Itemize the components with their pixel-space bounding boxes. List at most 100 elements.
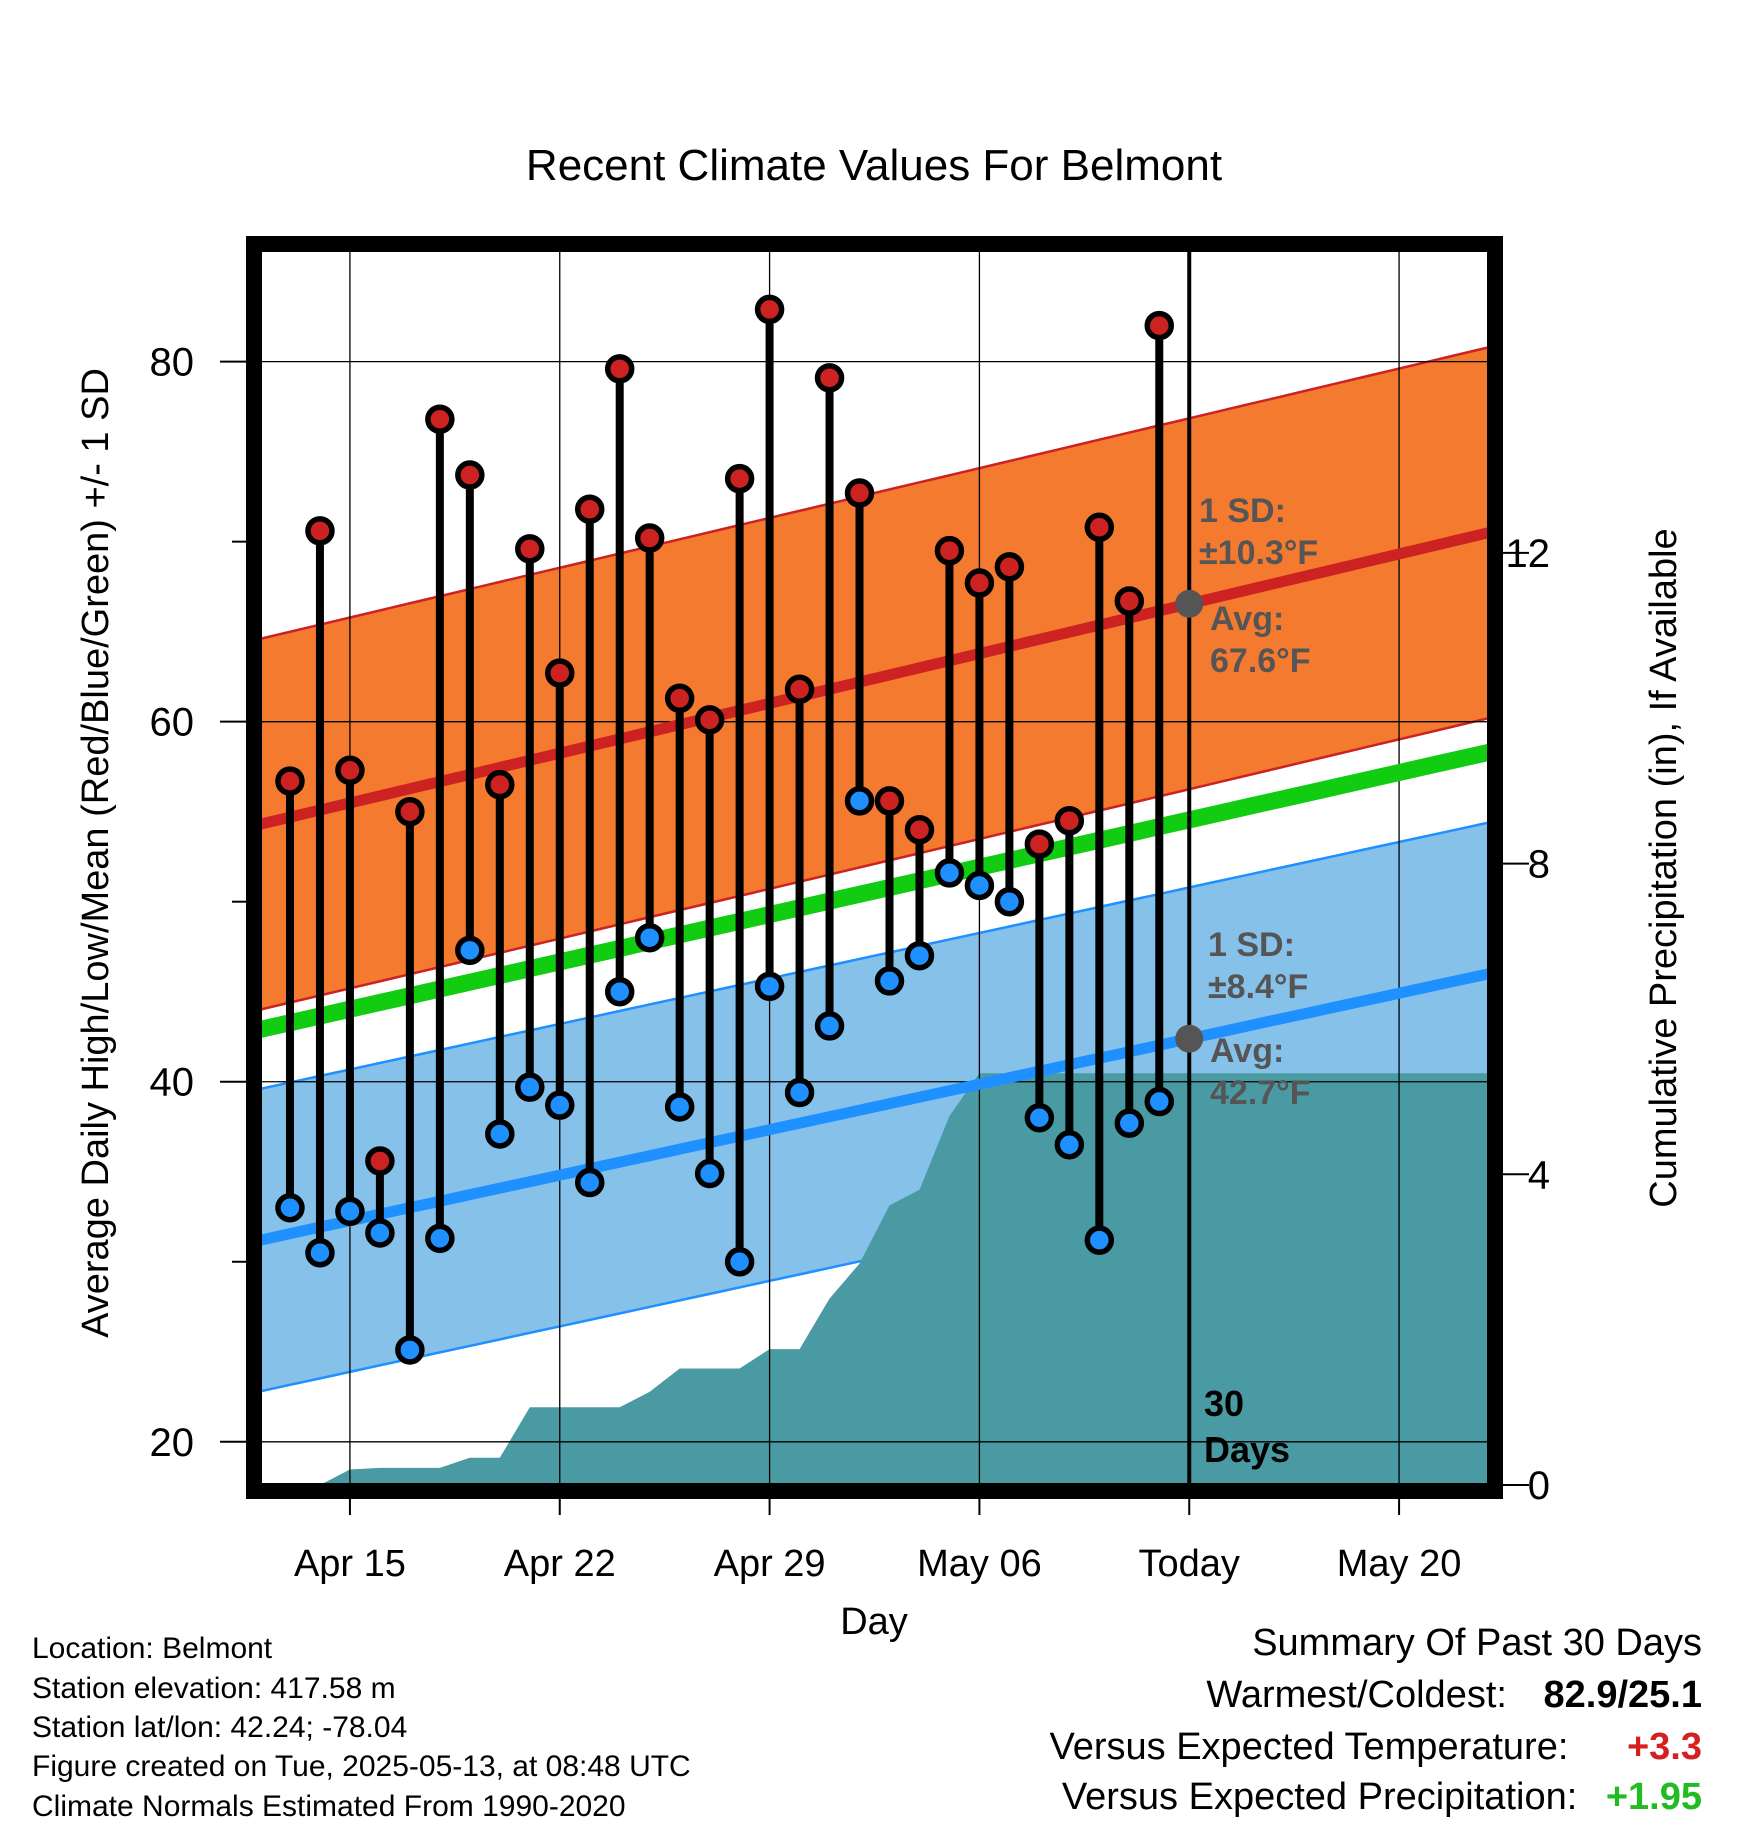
high-point — [395, 796, 425, 827]
info-latlon: Station lat/lon: 42.24; -78.04 — [32, 1711, 408, 1744]
low-point — [814, 1011, 845, 1041]
high-point — [694, 705, 725, 735]
y-tick-label: 20 — [150, 1421, 195, 1465]
chart-title: Recent Climate Values For Belmont — [526, 141, 1222, 190]
summary-temp-row: Versus Expected Temperature: +3.3 — [1049, 1726, 1702, 1769]
low-point — [1144, 1086, 1175, 1117]
high-point — [784, 674, 815, 705]
x-tick-label: Apr 22 — [504, 1543, 616, 1585]
low-point — [1024, 1102, 1055, 1133]
high-avg-line — [260, 527, 1489, 830]
high-point — [904, 814, 935, 845]
summary-warmest-row: Warmest/Coldest: 82.9/25.1 — [1206, 1674, 1702, 1717]
high-point — [934, 535, 965, 566]
high-point — [604, 354, 635, 384]
summary-precip-row: Versus Expected Precipitation: +1.95 — [1062, 1776, 1702, 1819]
high-point — [335, 755, 365, 786]
plot-frame — [246, 236, 1503, 1499]
high-point — [1144, 310, 1175, 341]
low-point — [1114, 1108, 1145, 1138]
x-tick-label: May 06 — [917, 1543, 1042, 1585]
low-point — [844, 786, 875, 816]
low-point — [604, 976, 635, 1007]
y2-tick-label: 4 — [1528, 1153, 1550, 1197]
low-point — [904, 940, 935, 971]
high-point — [964, 568, 995, 598]
low-point — [515, 1072, 545, 1102]
low-point — [305, 1238, 335, 1268]
high-avg-value: 67.6°F — [1210, 642, 1311, 680]
low-point — [335, 1196, 365, 1227]
info-created: Figure created on Tue, 2025-05-13, at 08… — [32, 1750, 691, 1783]
low-avg-label: Avg: — [1210, 1032, 1284, 1070]
precip-area — [260, 1073, 1489, 1485]
y-tick-label: 80 — [150, 341, 195, 385]
y2-tick-label: 8 — [1528, 843, 1550, 887]
low-point — [754, 971, 785, 1002]
today-high-avg-marker — [1175, 589, 1204, 618]
high-point — [754, 294, 785, 325]
low-point — [275, 1193, 305, 1223]
low-point — [545, 1090, 575, 1120]
y2-tick-label: 0 — [1528, 1464, 1550, 1508]
low-point — [664, 1092, 695, 1122]
low-avg-line — [260, 968, 1489, 1246]
low-point — [1084, 1225, 1115, 1255]
high-point — [874, 786, 905, 816]
summary-temp-label: Versus Expected Temperature: — [1049, 1726, 1569, 1768]
high-point — [1024, 829, 1055, 859]
days-label-number: 30 — [1204, 1383, 1244, 1424]
low-point — [694, 1158, 725, 1189]
high-point — [275, 766, 305, 796]
low-sd-upper-edge — [260, 821, 1489, 1091]
low-point — [874, 966, 905, 996]
high-point — [844, 478, 875, 508]
high-point — [634, 523, 665, 553]
high-point — [1084, 512, 1115, 542]
high-point — [724, 463, 755, 494]
high-point — [994, 552, 1025, 582]
x-tick-label: May 20 — [1337, 1543, 1462, 1585]
high-point — [305, 516, 335, 546]
high-sd-upper-edge — [260, 345, 1489, 641]
x-tick-label: Today — [1139, 1543, 1240, 1585]
high-point — [485, 769, 515, 800]
plot-area: 1 SD: ±10.3°F Avg: 67.6°F 1 SD: ±8.4°F Avg: 42.… — [150, 236, 1550, 1585]
mean-avg-line — [260, 744, 1489, 1038]
info-location: Location: Belmont — [32, 1632, 273, 1665]
low-sd-label: 1 SD: — [1208, 926, 1295, 964]
y-tick-label: 60 — [150, 701, 195, 745]
low-point — [365, 1218, 395, 1248]
low-point — [455, 935, 485, 966]
low-point — [485, 1119, 515, 1149]
high-point — [545, 658, 575, 688]
high-point — [574, 494, 605, 524]
high-point — [1114, 586, 1145, 616]
plot-inner: 1 SD: ±10.3°F Avg: 67.6°F 1 SD: ±8.4°F Avg: 42.… — [260, 250, 1489, 1485]
low-point — [724, 1247, 755, 1277]
low-point — [784, 1077, 815, 1108]
low-point — [994, 886, 1025, 917]
low-avg-value: 42.7°F — [1210, 1074, 1311, 1112]
y-tick-label: 40 — [150, 1061, 195, 1105]
high-point — [365, 1146, 395, 1176]
x-tick-label: Apr 29 — [714, 1543, 826, 1585]
high-point — [814, 363, 845, 393]
low-point — [425, 1223, 455, 1254]
high-point — [1054, 805, 1085, 836]
info-elevation: Station elevation: 417.58 m — [32, 1672, 396, 1705]
summary-title: Summary Of Past 30 Days — [1252, 1622, 1702, 1664]
info-normals: Climate Normals Estimated From 1990-2020 — [32, 1790, 626, 1823]
high-point — [425, 404, 455, 434]
summary-precip-label: Versus Expected Precipitation: — [1061, 1776, 1578, 1818]
high-point — [664, 683, 695, 714]
summary-temp-value: +3.3 — [1626, 1726, 1702, 1768]
low-point — [395, 1335, 425, 1365]
summary-warmest-value: 82.9/25.1 — [1543, 1674, 1702, 1716]
y2-axis-label: Cumulative Precipitation (in), If Availa… — [1643, 528, 1685, 1207]
x-tick-label: Apr 15 — [294, 1543, 406, 1585]
low-point — [1054, 1129, 1085, 1160]
high-point — [455, 460, 485, 490]
low-sd-value: ±8.4°F — [1208, 968, 1308, 1006]
